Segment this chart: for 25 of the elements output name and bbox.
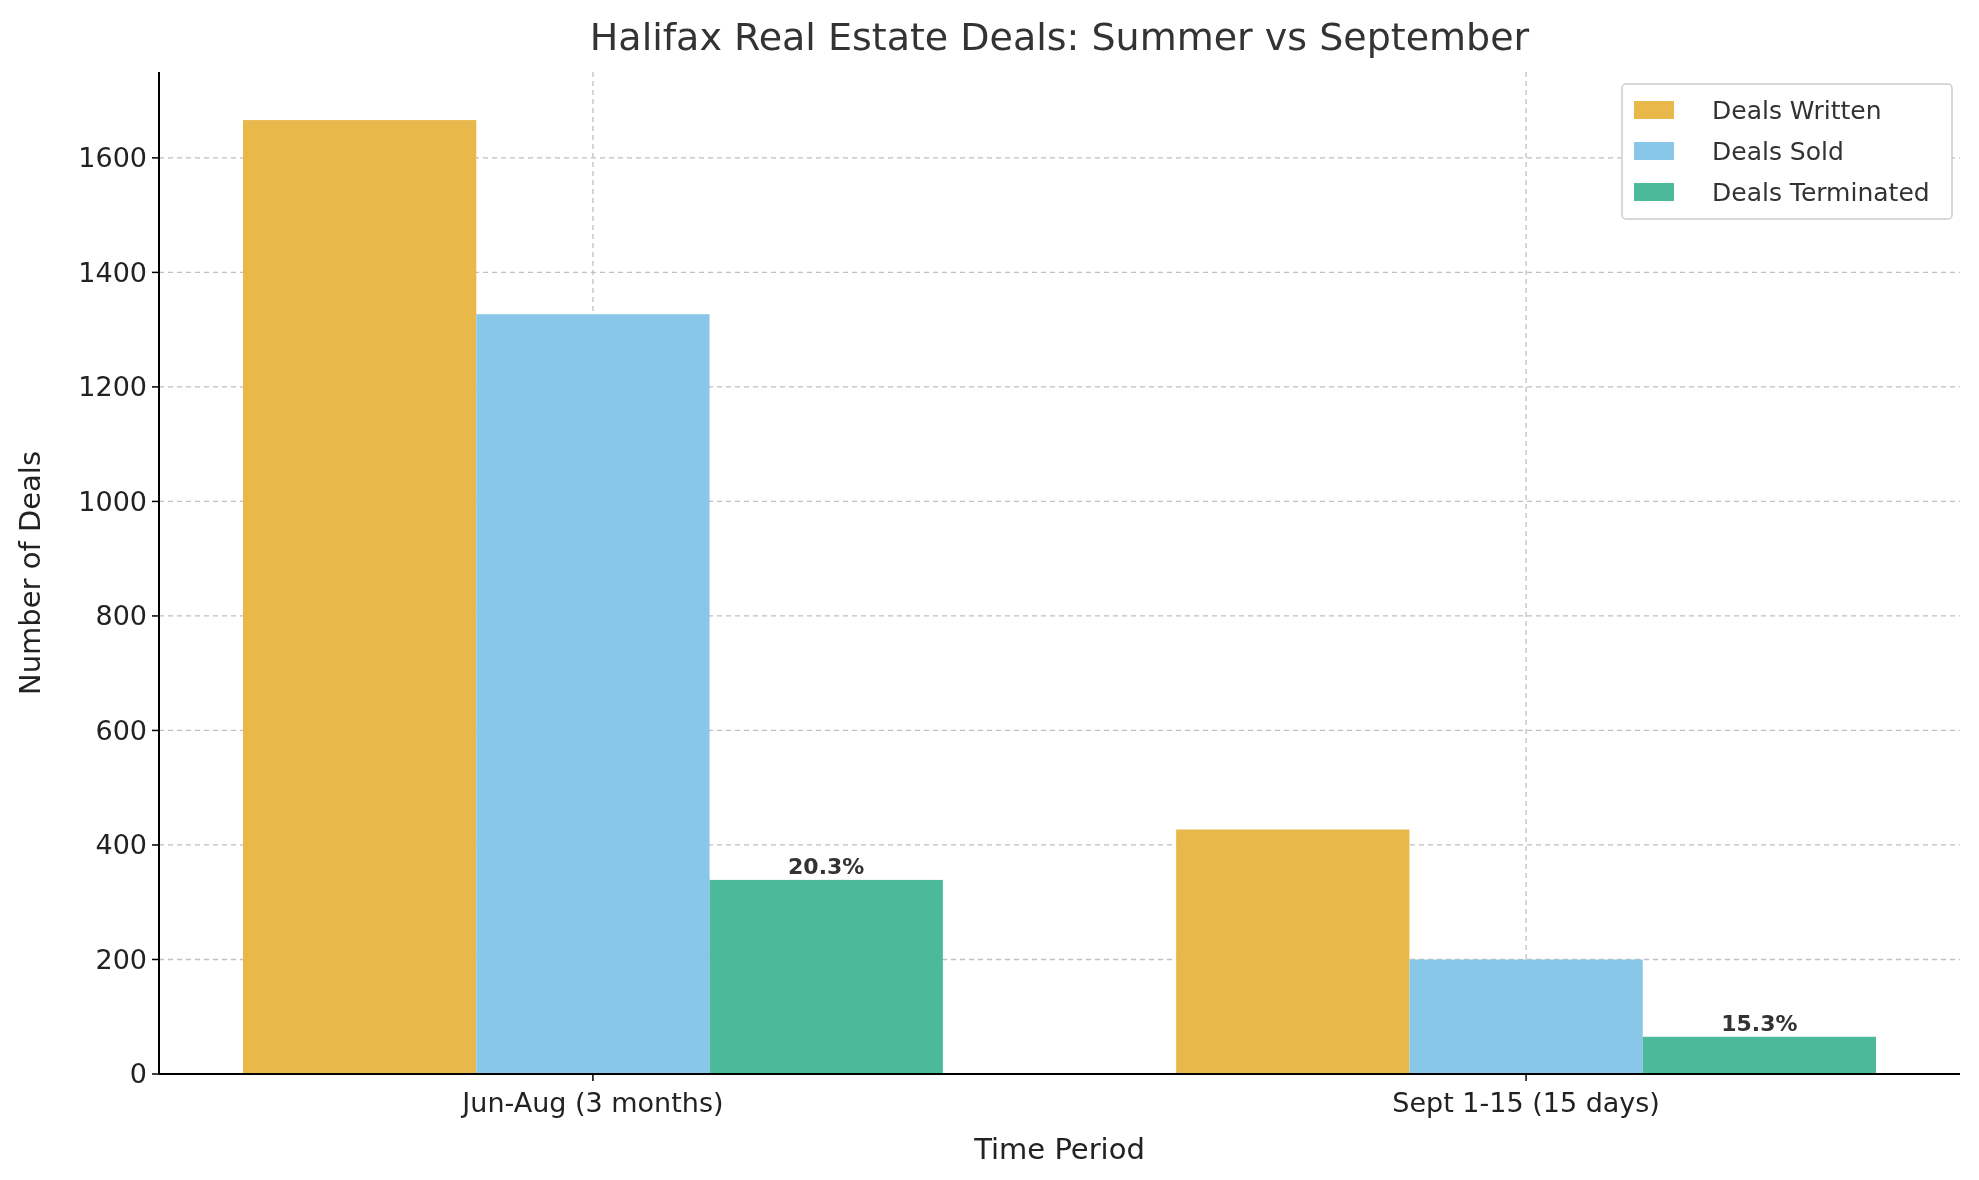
bar: [242, 120, 477, 1074]
y-tick-label: 200: [95, 943, 147, 975]
y-tick-label: 400: [95, 829, 147, 861]
legend-label: Deals Sold: [1712, 136, 1844, 166]
bar: [1642, 1036, 1877, 1074]
annotation: 20.3%: [788, 853, 865, 879]
y-tick-label: 1000: [78, 485, 147, 517]
bar: [1176, 829, 1410, 1074]
bar: [709, 879, 943, 1074]
annotation: 15.3%: [1721, 1010, 1798, 1036]
bar: [476, 314, 710, 1074]
y-tick-label: 600: [95, 714, 147, 746]
y-axis-title: Number of Deals: [13, 451, 47, 695]
bar: [1409, 959, 1643, 1074]
legend-label: Deals Written: [1712, 95, 1882, 125]
x-tick-label: Sept 1-15 (15 days): [1392, 1087, 1660, 1118]
x-tick-label: Jun-Aug (3 months): [460, 1087, 724, 1118]
x-axis-title: Time Period: [973, 1132, 1145, 1166]
y-tick-label: 1400: [78, 256, 147, 288]
legend-label: Deals Terminated: [1712, 177, 1930, 207]
y-tick-label: 800: [95, 600, 147, 632]
chart-title: Halifax Real Estate Deals: Summer vs September: [589, 15, 1530, 59]
y-tick-label: 1200: [78, 371, 147, 403]
y-tick-label: 0: [129, 1058, 147, 1090]
y-tick-label: 1600: [78, 142, 147, 174]
